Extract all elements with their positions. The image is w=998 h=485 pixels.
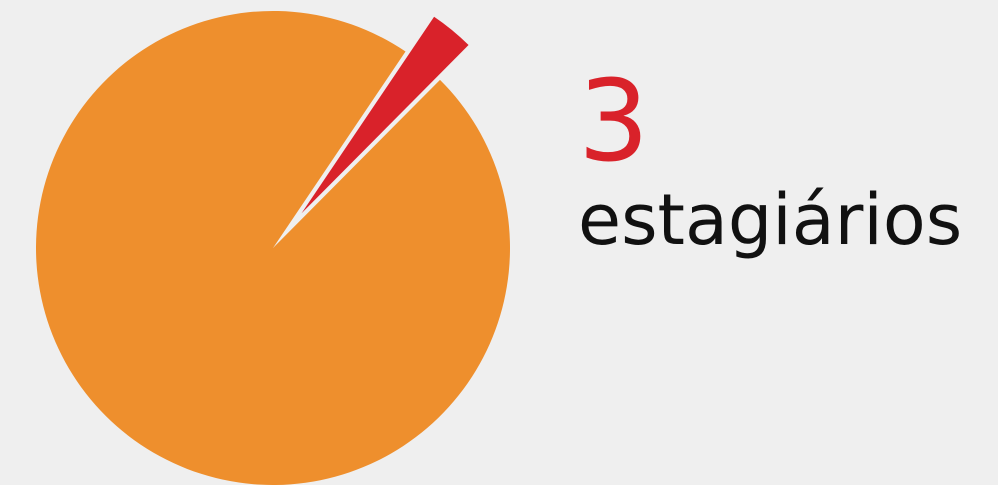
pie — [36, 11, 511, 485]
pie-slice — [36, 11, 511, 485]
pie-slice — [301, 16, 469, 214]
subtitle: estagiários — [578, 179, 962, 261]
value-label: 3 — [578, 57, 649, 187]
